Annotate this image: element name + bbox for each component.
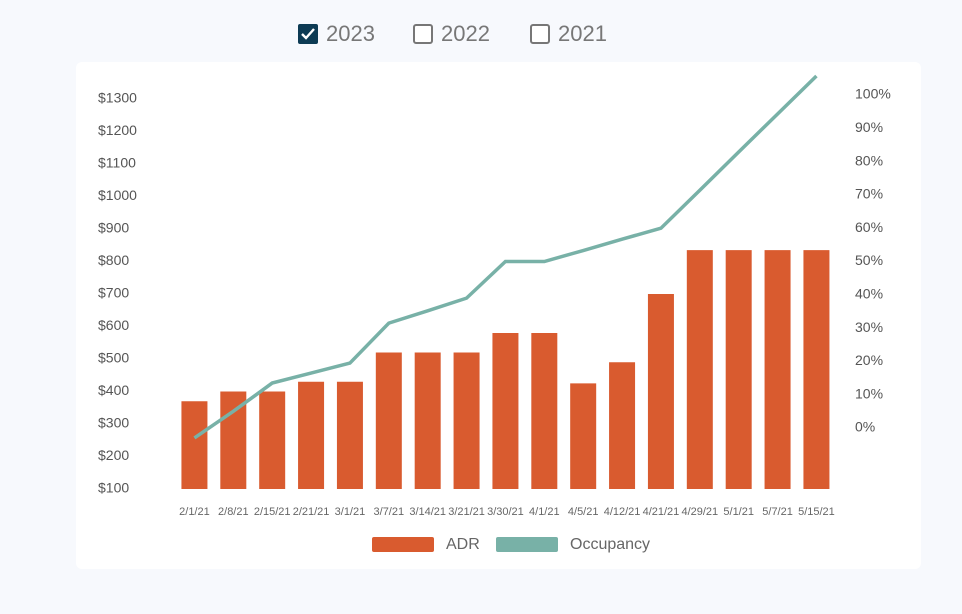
x-tick-label: 3/7/21 xyxy=(374,506,405,518)
bar xyxy=(686,250,713,489)
y2-tick-label: 100% xyxy=(855,86,891,102)
y-tick-label: $1100 xyxy=(98,155,136,171)
bar xyxy=(259,391,286,489)
bar xyxy=(453,352,480,489)
x-tick-label: 3/21/21 xyxy=(448,506,485,518)
checkbox-label[interactable]: 2022 xyxy=(441,21,490,46)
y2-tick-label: 90% xyxy=(855,119,883,135)
bar xyxy=(336,381,363,489)
y-tick-label: $1000 xyxy=(98,187,137,203)
y-tick-label: $400 xyxy=(98,382,129,398)
x-tick-label: 2/15/21 xyxy=(254,506,291,518)
bar xyxy=(220,391,247,489)
bar xyxy=(764,250,791,489)
checkbox-label[interactable]: 2021 xyxy=(558,21,607,46)
x-tick-label: 3/30/21 xyxy=(487,506,524,518)
checkbox[interactable] xyxy=(530,24,550,44)
bar xyxy=(609,362,636,489)
legend-swatch[interactable] xyxy=(372,537,434,552)
y2-tick-label: 10% xyxy=(855,385,883,401)
x-tick-label: 4/5/21 xyxy=(568,506,599,518)
y-tick-label: $900 xyxy=(98,220,129,236)
legend-label[interactable]: Occupancy xyxy=(570,536,650,553)
y-tick-label: $1200 xyxy=(98,122,137,138)
x-tick-label: 3/14/21 xyxy=(409,506,446,518)
y2-tick-label: 20% xyxy=(855,352,883,368)
checkbox[interactable] xyxy=(413,24,433,44)
x-tick-label: 5/7/21 xyxy=(762,506,793,518)
y2-tick-label: 60% xyxy=(855,219,883,235)
y-tick-label: $1300 xyxy=(98,90,137,106)
bar xyxy=(375,352,402,489)
x-tick-label: 2/21/21 xyxy=(293,506,330,518)
x-tick-label: 4/1/21 xyxy=(529,506,560,518)
y-tick-label: $500 xyxy=(98,350,129,366)
y2-tick-label: 50% xyxy=(855,252,883,268)
bar xyxy=(298,381,325,489)
bar xyxy=(725,250,752,489)
legend-label[interactable]: ADR xyxy=(446,536,480,553)
bar xyxy=(414,352,441,489)
y-tick-label: $700 xyxy=(98,285,129,301)
y-tick-label: $800 xyxy=(98,252,129,268)
bar xyxy=(647,294,674,489)
x-tick-label: 4/12/21 xyxy=(604,506,641,518)
bar xyxy=(570,383,597,489)
bar xyxy=(803,250,830,489)
checkbox-label[interactable]: 2023 xyxy=(326,21,375,46)
y-tick-label: $100 xyxy=(98,480,129,496)
x-tick-label: 5/1/21 xyxy=(723,506,754,518)
x-tick-label: 4/21/21 xyxy=(643,506,680,518)
y2-tick-label: 40% xyxy=(855,286,883,302)
x-tick-label: 5/15/21 xyxy=(798,506,835,518)
y2-tick-label: 80% xyxy=(855,152,883,168)
legend-swatch[interactable] xyxy=(496,537,558,552)
y-tick-label: $200 xyxy=(98,447,129,463)
bar xyxy=(492,333,519,489)
y2-tick-label: 70% xyxy=(855,186,883,202)
x-tick-label: 2/1/21 xyxy=(179,506,210,518)
x-tick-label: 3/1/21 xyxy=(335,506,366,518)
y-tick-label: $300 xyxy=(98,415,129,431)
x-tick-label: 4/29/21 xyxy=(681,506,718,518)
bar xyxy=(531,333,558,489)
bar xyxy=(181,401,208,489)
chart-card xyxy=(76,62,921,569)
y2-tick-label: 0% xyxy=(855,419,875,435)
line xyxy=(193,74,818,440)
x-tick-label: 2/8/21 xyxy=(218,506,249,518)
y2-tick-label: 30% xyxy=(855,319,883,335)
y-tick-label: $600 xyxy=(98,317,129,333)
checkmark xyxy=(301,28,315,40)
